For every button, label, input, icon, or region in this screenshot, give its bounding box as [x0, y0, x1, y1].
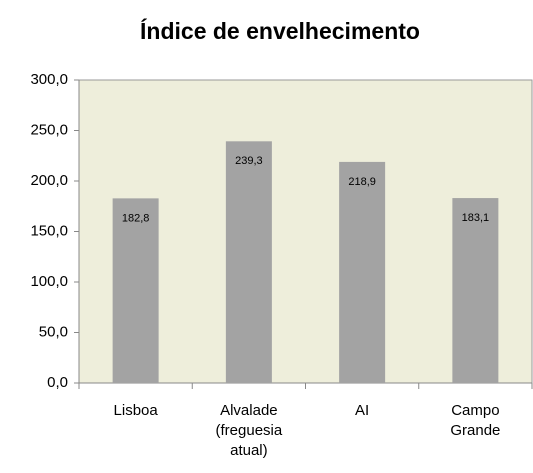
value-label: 218,9: [348, 176, 376, 188]
y-tick-label: 100,0: [30, 273, 68, 290]
bar: [225, 141, 272, 383]
value-label: 182,8: [122, 212, 150, 224]
bar: [112, 198, 159, 383]
y-tick-label: 200,0: [30, 172, 68, 189]
y-tick-label: 300,0: [30, 71, 68, 88]
bar: [339, 161, 386, 383]
chart-title: Índice de envelhecimento: [140, 17, 420, 44]
y-tick-label: 250,0: [30, 121, 68, 138]
y-tick-label: 50,0: [39, 323, 68, 340]
x-tick-label: Alvalade (freguesia atual): [215, 402, 283, 459]
y-tick-label: 0,0: [47, 374, 68, 391]
x-tick-label: Lisboa: [113, 402, 158, 419]
x-tick-label: Campo Grande: [450, 402, 501, 439]
x-tick-label: AI: [355, 402, 370, 419]
bar: [452, 198, 499, 383]
value-label: 239,3: [235, 155, 263, 167]
y-tick-label: 150,0: [30, 222, 68, 239]
value-label: 183,1: [462, 212, 490, 224]
